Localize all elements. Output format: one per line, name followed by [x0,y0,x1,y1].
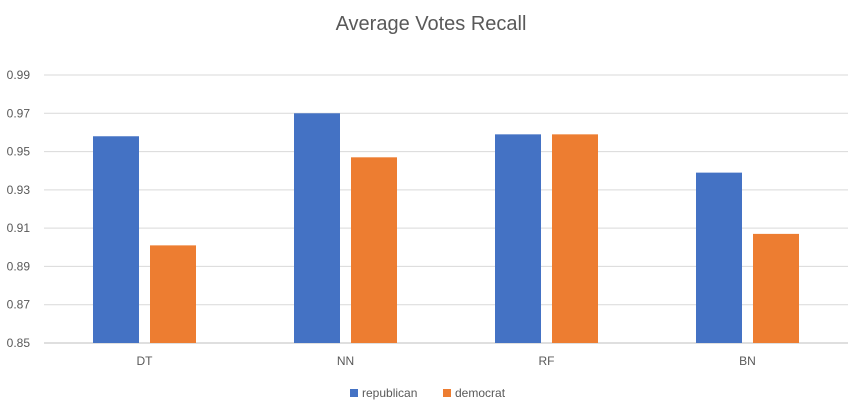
bar-republican-dt [93,136,139,343]
x-axis: DT NN RF BN [137,354,756,368]
legend: republican democrat [350,386,506,400]
y-tick-label: 0.91 [7,221,31,235]
bar-republican-rf [495,134,541,343]
x-tick-label: RF [539,354,555,368]
legend-label-democrat: democrat [455,386,506,400]
bar-republican-nn [294,113,340,344]
y-tick-label: 0.97 [7,106,31,120]
chart-title: Average Votes Recall [336,13,527,35]
y-tick-label: 0.89 [7,259,31,273]
bar-democrat-nn [351,157,397,343]
bar-democrat-rf [552,134,598,343]
bars [93,113,799,344]
bar-democrat-dt [150,245,196,343]
x-tick-label: BN [739,354,756,368]
legend-swatch-democrat [443,389,451,397]
y-tick-label: 0.87 [7,298,31,312]
y-tick-label: 0.93 [7,183,31,197]
x-tick-label: NN [337,354,354,368]
y-tick-label: 0.99 [7,68,31,82]
legend-label-republican: republican [362,386,417,400]
x-tick-label: DT [137,354,154,368]
bar-republican-bn [696,172,742,343]
y-axis: 0.85 0.87 0.89 0.91 0.93 0.95 0.97 0.99 [7,68,31,350]
bar-democrat-bn [753,233,799,343]
y-tick-label: 0.95 [7,145,31,159]
y-tick-label: 0.85 [7,336,31,350]
legend-swatch-republican [350,389,358,397]
